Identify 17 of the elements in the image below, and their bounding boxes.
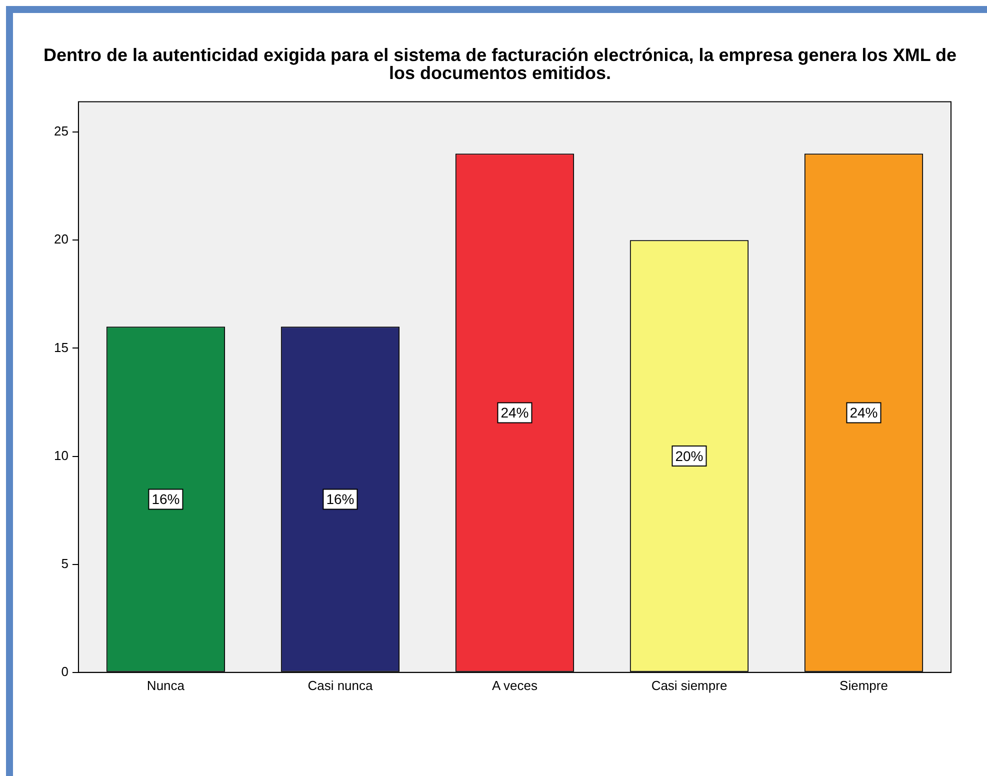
y-tick-label: 15 (54, 340, 68, 355)
y-tick-label: 20 (54, 232, 68, 247)
chart-title: Dentro de la autenticidad exigida para el sistema de facturación electrónica, la empresa genera los XML de los documentos emitidos. (42, 45, 958, 83)
data-label: 24% (850, 404, 878, 421)
y-tick-label: 5 (61, 556, 68, 571)
y-tick-label: 10 (54, 448, 68, 463)
y-tick-label: 25 (54, 124, 68, 139)
x-tick-label: Siempre (840, 678, 888, 693)
data-label: 16% (152, 491, 180, 508)
data-label: 16% (326, 491, 354, 508)
x-tick-label: Casi nunca (308, 678, 374, 693)
x-tick-label: A veces (492, 678, 538, 693)
data-label: 20% (675, 448, 704, 464)
x-tick-label: Casi siempre (651, 678, 728, 693)
data-label: 24% (500, 404, 529, 421)
x-tick-label: Nunca (146, 678, 186, 693)
y-tick-label: 0 (61, 664, 68, 679)
